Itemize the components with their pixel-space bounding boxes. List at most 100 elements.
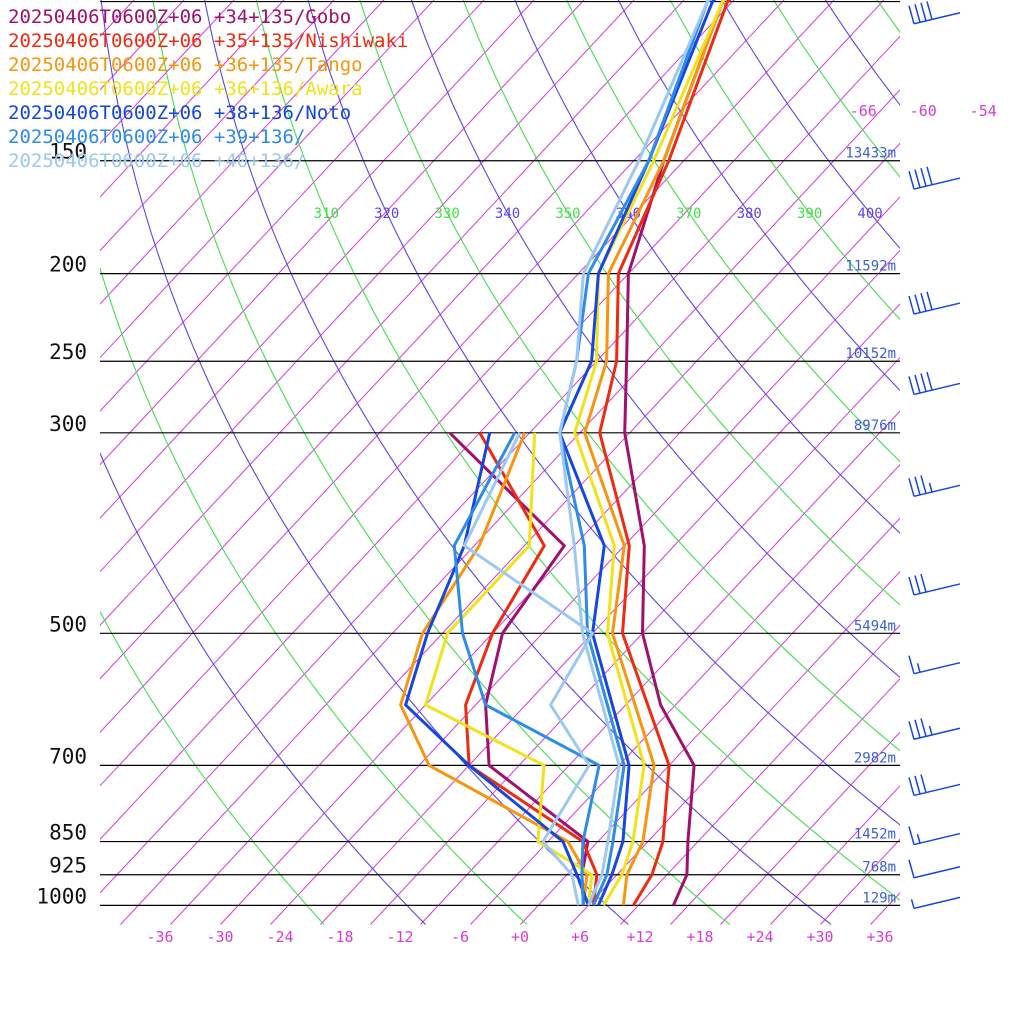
temperature-profile: [598, 0, 732, 907]
isotherm-line: [720, 731, 900, 925]
isotherm-label: -60: [910, 102, 937, 120]
dry-adiabat-line: [824, 0, 900, 106]
isotherm-line: [770, 785, 900, 925]
pressure-label: 700: [49, 744, 87, 768]
isotherm-line: [820, 838, 900, 925]
legend-entry: 20250406T0600Z+06 +40+136/: [8, 150, 305, 172]
height-labels: 15974m 13433m 11592m 10152m 8976m 5494m 2982m 1…: [845, 0, 896, 906]
isotherm-line: [100, 0, 835, 787]
temperature-tick-label: +36: [866, 928, 893, 946]
dry-adiabat-line: [204, 0, 832, 925]
temperature-tick-label: -36: [146, 928, 173, 946]
theta-label: 320: [374, 206, 399, 222]
pressure-label: 250: [49, 340, 87, 364]
isotherm-line: [100, 0, 435, 359]
temperature-tick-label: +18: [686, 928, 713, 946]
legend-entry: 20250406T0600Z+06 +36+136/Awara: [8, 78, 363, 100]
isotherm-line: [270, 249, 900, 925]
wind-barb: [908, 718, 961, 740]
pressure-label: 100: [49, 0, 87, 5]
isotherm-line: [920, 0, 1024, 925]
pressure-label: 150: [49, 140, 87, 164]
wind-barb: [908, 655, 961, 675]
isotherm-line: [620, 624, 900, 925]
pressure-label: 200: [49, 253, 87, 277]
temperature-tick-label: +30: [806, 928, 833, 946]
wind-barb: [908, 291, 961, 315]
height-label: 2982m: [854, 750, 896, 766]
sounding-profiles: [399, 0, 732, 907]
temperature-tick-label: +0: [511, 928, 529, 946]
wind-barb: [908, 859, 961, 879]
temperature-tick-label: +6: [571, 928, 589, 946]
height-label: 8976m: [854, 418, 896, 434]
wind-barb: [908, 475, 961, 498]
theta-label: 410: [918, 206, 943, 222]
height-label: 1452m: [854, 827, 896, 843]
isotherm-label: -66: [850, 102, 877, 120]
dry-adiabat-line: [617, 0, 900, 392]
height-label: 11592m: [845, 259, 896, 275]
height-label: 13433m: [845, 146, 896, 162]
dry-adiabat-line: [514, 0, 900, 534]
isotherm-label: -54: [970, 102, 997, 120]
isotherm-line: [420, 410, 900, 925]
dewpoint-profile: [464, 432, 599, 906]
isotherm-line: [100, 0, 735, 680]
legend-entry: 20250406T0600Z+06 +38+136/Noto: [8, 102, 351, 124]
theta-label: 310: [314, 206, 339, 222]
legend-entry: 20250406T0600Z+06 +35+135/Nishiwaki: [8, 30, 408, 52]
dewpoint-profile: [452, 432, 601, 906]
isotherm-line: [220, 196, 900, 925]
theta-label: 330: [435, 206, 460, 222]
temperature-profile: [558, 0, 717, 906]
temperature-tick-label: -6: [451, 928, 469, 946]
dry-adiabat-line: [669, 0, 900, 321]
dry-adiabat-line: [100, 266, 528, 925]
wind-barbs: [908, 1, 961, 910]
height-label: 15974m: [845, 0, 896, 3]
height-label: 129m: [862, 890, 896, 906]
legend-entry: 20250406T0600Z+06 +34+135/Gobo: [8, 6, 351, 28]
dry-adiabat-line: [307, 0, 900, 826]
legend: 20250406T0600Z+06 +34+135/Gobo20250406T0…: [8, 6, 408, 172]
isotherm-line: [100, 0, 485, 412]
isotherm-line: [100, 0, 535, 466]
height-label: 768m: [862, 860, 896, 876]
isotherm-line: [1020, 0, 1024, 925]
isotherm-line: [870, 892, 900, 925]
isobar-lines: [100, 0, 900, 906]
wind-barb: [908, 774, 961, 797]
dry-adiabat-line: [410, 0, 900, 679]
theta-label: 350: [555, 206, 580, 222]
wind-barb: [908, 573, 961, 596]
height-label: 5494m: [854, 618, 896, 634]
theta-label: 400: [857, 206, 882, 222]
isotherm-line: [120, 89, 900, 925]
isotherm-line: [570, 570, 900, 925]
legend-entry: 20250406T0600Z+06 +36+135/Tango: [8, 54, 363, 76]
isotherm-line: [100, 0, 635, 573]
isotherm-line: [100, 0, 385, 305]
dry-adiabat-line: [152, 0, 731, 925]
isotherm-line: [100, 35, 900, 894]
temperature-tick-label: +12: [626, 928, 653, 946]
temperature-profile: [558, 0, 711, 906]
wind-barb: [908, 1, 961, 25]
temperature-tick-label: -30: [206, 928, 233, 946]
theta-label: 380: [737, 206, 762, 222]
wind-barb: [908, 166, 961, 190]
dry-adiabat-line: [773, 0, 900, 178]
theta-label: 340: [495, 206, 520, 222]
dewpoint-profile: [462, 432, 594, 906]
wind-barb: [908, 826, 961, 846]
temperature-profile: [573, 0, 727, 907]
pressure-label: 300: [49, 412, 87, 436]
pressure-label: 925: [49, 854, 87, 878]
isotherm-line: [370, 356, 900, 925]
pressure-label: 850: [49, 821, 87, 845]
dry-adiabat-line: [741, 0, 1024, 924]
dry-adiabat-line: [566, 0, 900, 463]
isotherm-line: [100, 0, 785, 734]
